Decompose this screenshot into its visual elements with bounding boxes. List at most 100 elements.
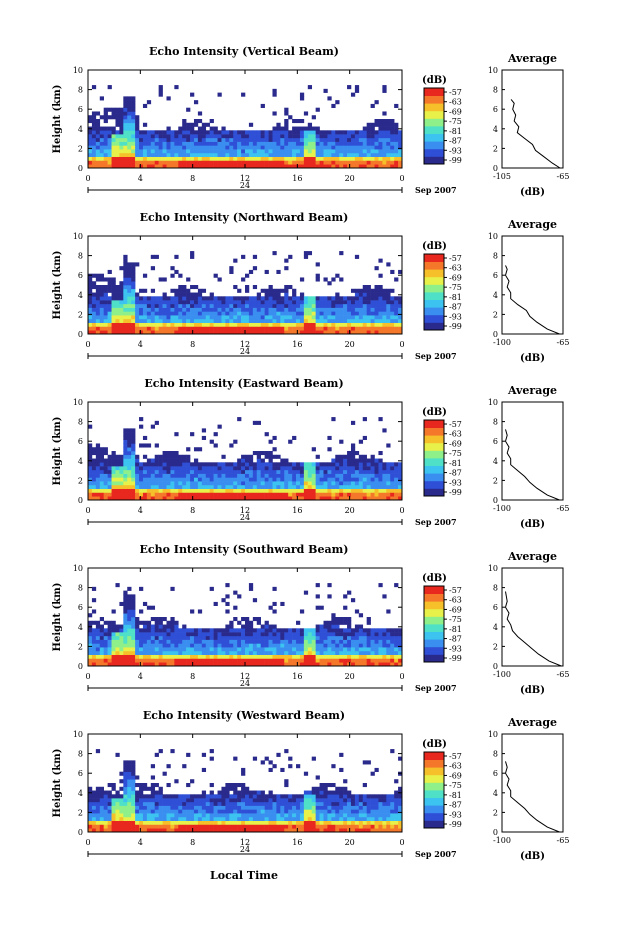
heatmap-cell (319, 624, 324, 629)
heatmap-cell (127, 632, 132, 637)
heatmap-cell (386, 164, 391, 169)
heatmap-cell (319, 300, 324, 305)
heatmap-cell (331, 322, 336, 327)
heatmap-cell (252, 654, 258, 659)
heatmap-cell (335, 617, 340, 622)
heatmap-cell (378, 292, 383, 297)
heatmap-cell (213, 477, 218, 482)
heatmap-cell (280, 311, 285, 316)
heatmap-cell (111, 635, 116, 640)
heatmap-cell (209, 820, 214, 825)
heatmap-cell (296, 318, 301, 323)
heatmap-cell (178, 303, 183, 308)
heatmap-cell (264, 145, 269, 150)
heatmap-cell (174, 496, 179, 501)
heatmap-cell (103, 111, 108, 116)
heatmap-cell (115, 824, 120, 829)
colorbar-segment (424, 327, 444, 331)
heatmap-cell (99, 820, 104, 825)
heatmap-cell (339, 160, 344, 165)
average-x-tick-label: -100 (493, 338, 511, 347)
heatmap-cell (366, 152, 371, 157)
heatmap-cell (107, 658, 112, 663)
heatmap-cell (205, 828, 210, 833)
heatmap-cell (245, 643, 250, 648)
heatmap-cell (272, 658, 277, 663)
heatmap-cell (327, 473, 332, 478)
heatmap-cell (178, 481, 183, 486)
heatmap-cell (166, 488, 171, 493)
heatmap-cell (115, 813, 120, 818)
heatmap-cell (162, 137, 167, 142)
colorbar-segment (424, 319, 444, 323)
heatmap-cell (374, 145, 379, 150)
heatmap-cell (386, 119, 391, 124)
heatmap-cell (135, 492, 140, 497)
heatmap-cell (382, 647, 387, 652)
average-y-tick-label: 4 (493, 457, 498, 466)
heatmap-cell (311, 628, 316, 633)
heatmap-cell (178, 798, 183, 803)
y-tick-label: 6 (78, 271, 83, 280)
heatmap-cell (103, 303, 108, 308)
heatmap-cell (170, 820, 175, 825)
heatmap-cell (213, 134, 218, 139)
heatmap-cell (213, 601, 218, 606)
heatmap-cell (233, 322, 238, 327)
y-tick-label: 10 (73, 66, 83, 75)
heatmap-cell (135, 654, 140, 659)
heatmap-cell (115, 311, 120, 316)
heatmap-cell (374, 632, 379, 637)
heatmap-cell (127, 613, 132, 618)
heatmap-cell (386, 628, 391, 633)
heatmap-cell (307, 654, 313, 659)
heatmap-cell (99, 654, 104, 659)
heatmap-cell (374, 647, 379, 652)
heatmap-cell (398, 315, 403, 320)
heatmap-cell (268, 149, 273, 154)
heatmap-cell (197, 447, 203, 452)
heatmap-cell (91, 285, 97, 290)
heatmap-cell (186, 160, 191, 165)
heatmap-cell (115, 809, 120, 814)
heatmap-cell (186, 126, 191, 131)
heatmap-cell (248, 296, 254, 301)
heatmap-cell (139, 473, 144, 478)
heatmap-cell (241, 149, 246, 154)
heatmap-cell (150, 145, 156, 150)
heatmap-cell (260, 828, 265, 833)
heatmap-cell (166, 149, 171, 154)
heatmap-cell (358, 484, 364, 489)
heatmap-cell (193, 484, 199, 489)
heatmap-cell (111, 137, 116, 142)
heatmap-cell (88, 794, 93, 799)
heatmap-cell (241, 277, 246, 282)
heatmap-cell (91, 145, 97, 150)
heatmap-cell (88, 639, 93, 644)
heatmap-cell (335, 628, 340, 633)
heatmap-cell (347, 318, 352, 323)
heatmap-cell (229, 662, 234, 667)
heatmap-cell (386, 160, 391, 165)
heatmap-cell (127, 115, 132, 120)
heatmap-cell (103, 462, 108, 467)
heatmap-cell (350, 635, 356, 640)
heatmap-cell (131, 156, 136, 161)
heatmap-cell (343, 134, 348, 139)
heatmap-cell (331, 658, 336, 663)
heatmap-cell (103, 639, 108, 644)
heatmap-cell (217, 635, 222, 640)
heatmap-cell (99, 156, 104, 161)
heatmap-cell (272, 473, 277, 478)
heatmap-cell (288, 492, 293, 497)
heatmap-cell (95, 137, 101, 142)
heatmap-cell (276, 269, 281, 274)
heatmap-cell (213, 650, 218, 655)
heatmap-cell (139, 303, 144, 308)
heatmap-cell (315, 481, 320, 486)
heatmap-cell (303, 322, 309, 327)
heatmap-cell (311, 315, 316, 320)
heatmap-cell (386, 130, 391, 135)
heatmap-cell (307, 122, 313, 127)
heatmap-cell (248, 805, 254, 810)
